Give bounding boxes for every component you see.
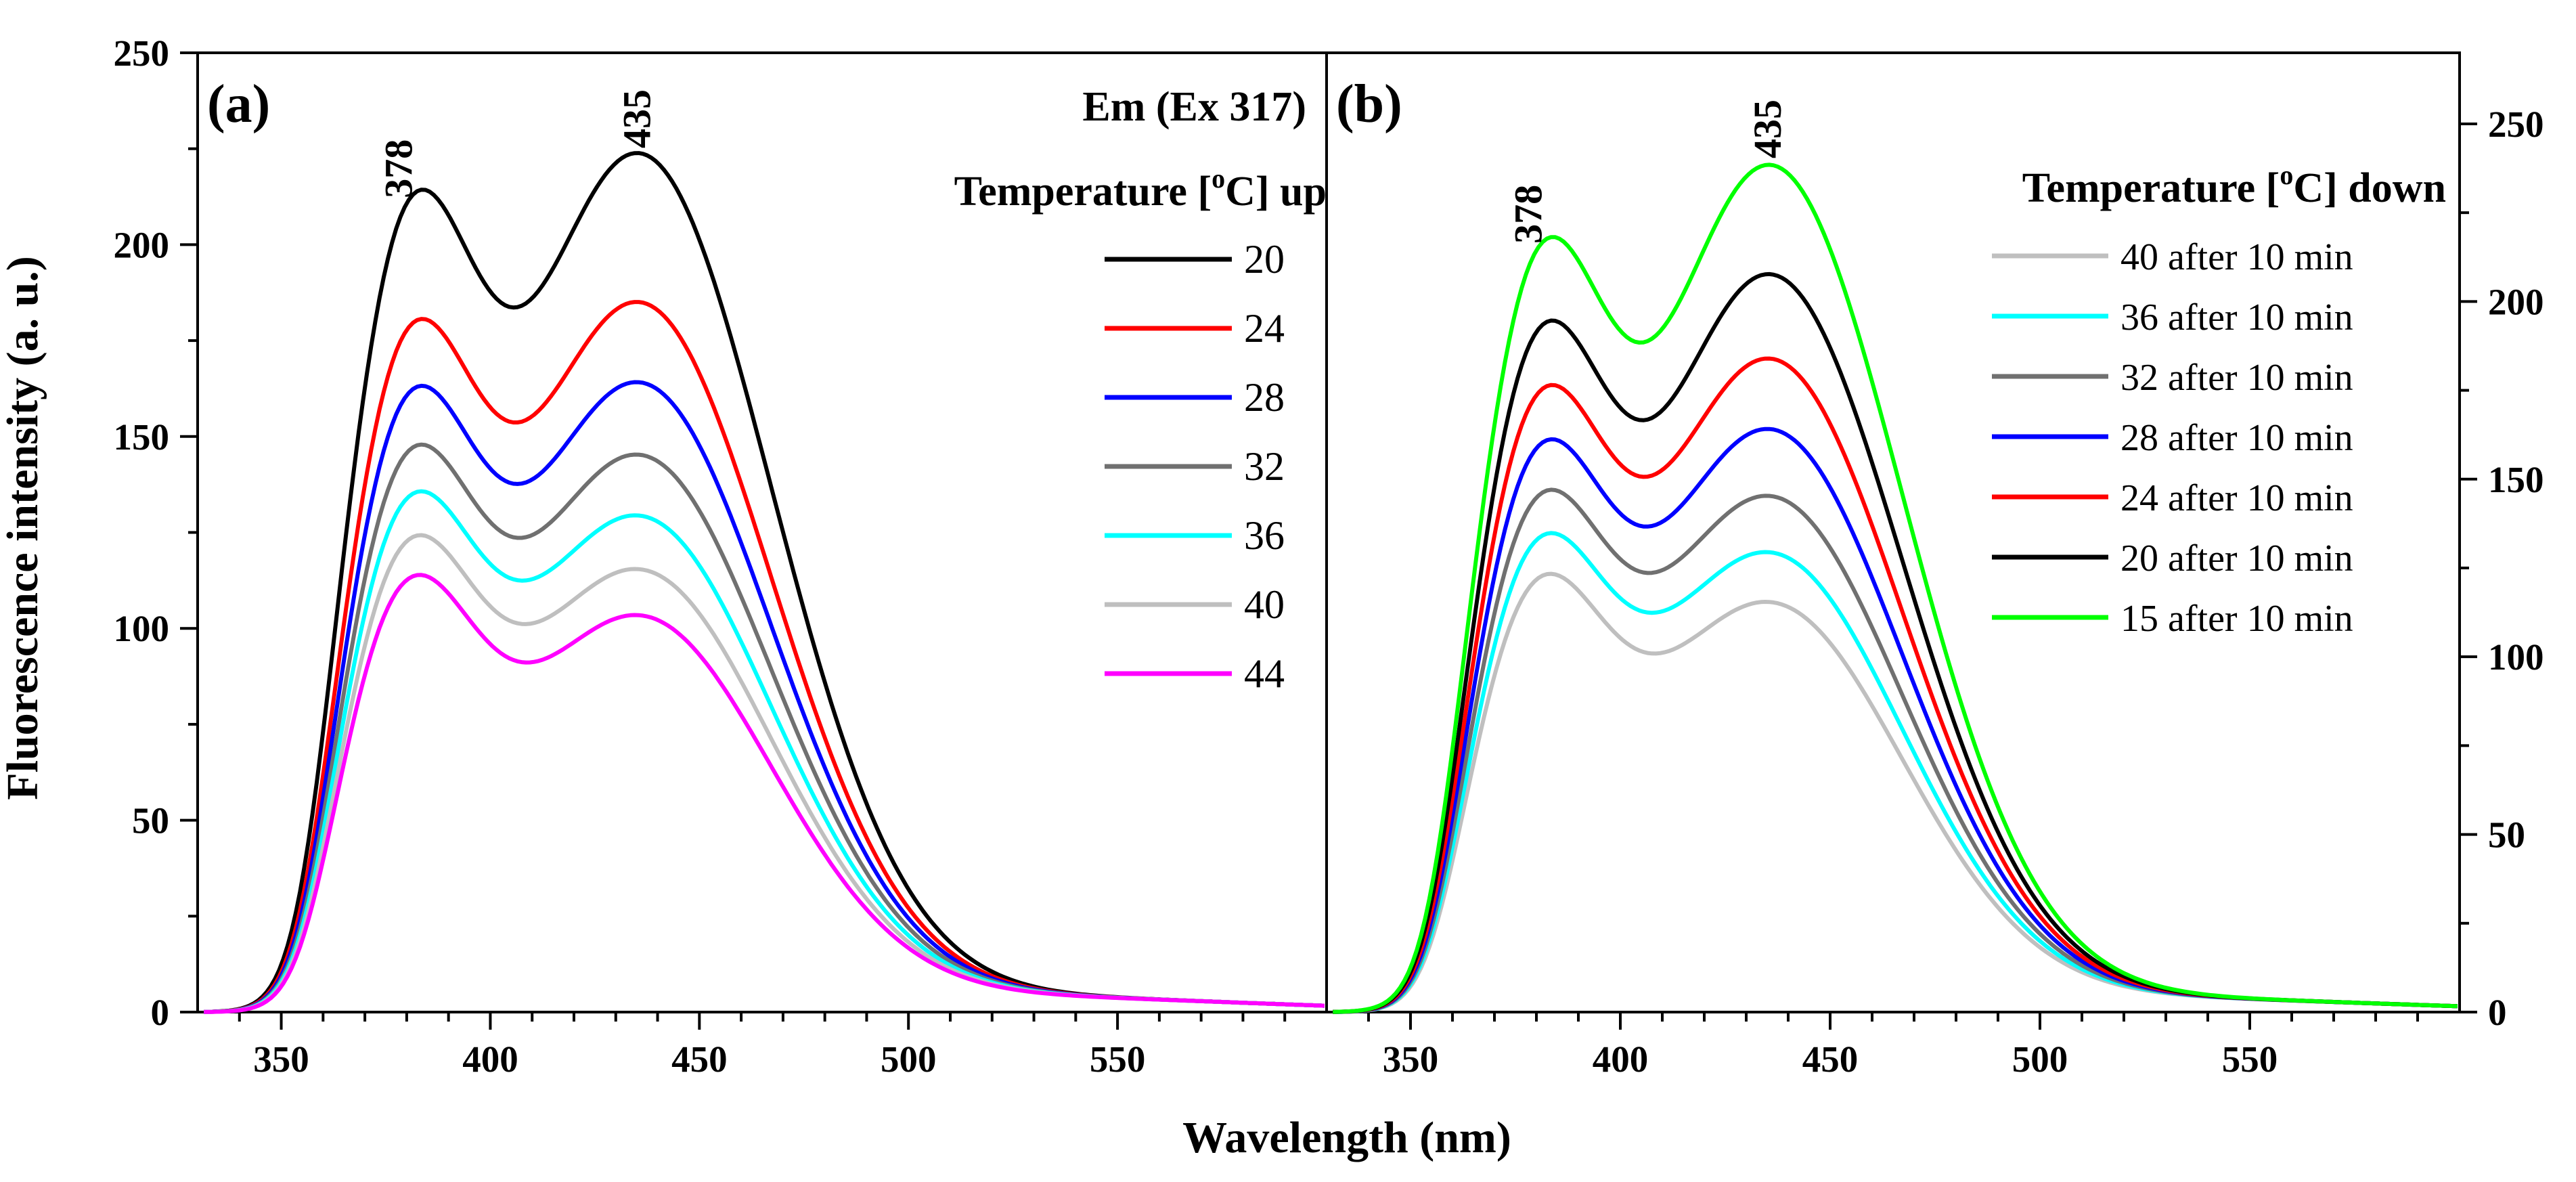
legend-title-suffix: C] down [2293,165,2446,211]
panel-b: 350 400 450 500 550 0 50 100 150 200 250 378 435 (b) T… [1325,51,2544,1080]
legend-entry-label: 32 [1244,444,1285,489]
plot-frame [1325,51,2461,1013]
x-tick-label: 550 [1090,1038,1146,1080]
x-tick-label: 400 [462,1038,518,1080]
x-tick-label: 450 [1802,1038,1859,1080]
panel-label: (a) [207,74,270,134]
y-axis-ticks: 0 50 100 150 200 250 [114,32,198,1033]
legend-entry-label: 24 [1244,306,1285,351]
x-tick-label: 500 [2012,1038,2068,1080]
x-tick-label: 350 [1383,1038,1439,1080]
legend-entry-label: 40 after 10 min [2120,236,2353,278]
panel-label: (b) [1336,74,1402,134]
legend-entry-label: 36 after 10 min [2120,297,2353,338]
y-tick-label: 250 [2488,104,2544,145]
y-tick-label: 150 [114,416,170,458]
legend-title-prefix: Temperature [ [2022,165,2280,211]
y-tick-label: 50 [132,800,169,841]
series-lines [204,151,1325,1014]
peak-label-378: 378 [377,139,421,198]
y-tick-label: 150 [2488,459,2544,500]
legend-title-degree: o [2280,160,2293,190]
legend-entry-label: 20 [1244,237,1285,282]
legend-entry-label: 24 after 10 min [2120,477,2353,519]
legend-entry-label: 32 after 10 min [2120,357,2353,399]
y-tick-label: 0 [2488,992,2507,1033]
legend-entry-label: 15 after 10 min [2120,598,2353,640]
y-tick-label: 50 [2488,814,2525,856]
legend-title-prefix: Temperature [ [954,169,1212,215]
peak-labels: 378 435 [1507,100,1790,244]
y-tick-label: 250 [114,32,170,74]
legend-title: Temperature [oC] down [2022,160,2446,211]
x-tick-label: 400 [1593,1038,1649,1080]
legend-title-degree: o [1212,163,1225,194]
x-tick-label: 550 [2222,1038,2278,1080]
y-tick-label: 0 [151,992,170,1033]
peak-label-435: 435 [615,89,659,148]
y-tick-label: 200 [114,224,170,265]
legend-entry-label: 36 [1244,513,1285,558]
x-tick-label: 500 [881,1038,937,1080]
series-lines [1333,162,2458,1014]
x-axis-title: Wavelength (nm) [1182,1113,1511,1162]
legend-title: Temperature [oC] up [954,163,1327,215]
peak-label-378: 378 [1507,185,1551,244]
legend-entry-label: 28 [1244,375,1285,420]
y-axis-ticks: 0 50 100 150 200 250 [2460,104,2544,1033]
legend-title-suffix: C] up [1225,169,1327,215]
peak-label-435: 435 [1746,100,1790,158]
legend: Em (Ex 317) Temperature [oC] up 20 24 28 32 36… [954,84,1327,696]
y-tick-label: 100 [114,608,170,649]
series-line-44 [204,573,1325,1014]
legend-entry-label: 44 [1244,651,1285,696]
y-tick-label: 200 [2488,281,2544,322]
legend-entry-label: 40 [1244,582,1285,627]
panel-a: 350 400 450 500 550 0 50 100 150 200 250 378 435 (a) E… [114,32,1328,1080]
y-tick-label: 100 [2488,636,2544,678]
x-axis-ticks: 350 400 450 500 550 [1367,1012,2419,1080]
x-axis-ticks: 350 400 450 500 550 [238,1012,1287,1080]
peak-labels: 378 435 [377,89,659,198]
y-axis-title: Fluorescence intensity (a. u.) [0,256,47,800]
x-tick-label: 350 [253,1038,309,1080]
series-line-28 [204,380,1325,1014]
x-tick-label: 450 [671,1038,728,1080]
legend-entry-label: 28 after 10 min [2120,417,2353,459]
series-line-15-after-10-min [1333,162,2458,1014]
legend-entry-label: 20 after 10 min [2120,538,2353,579]
legend-caption: Em (Ex 317) [1082,84,1306,130]
legend: Temperature [oC] down 40 after 10 min 36 a… [1992,160,2446,640]
